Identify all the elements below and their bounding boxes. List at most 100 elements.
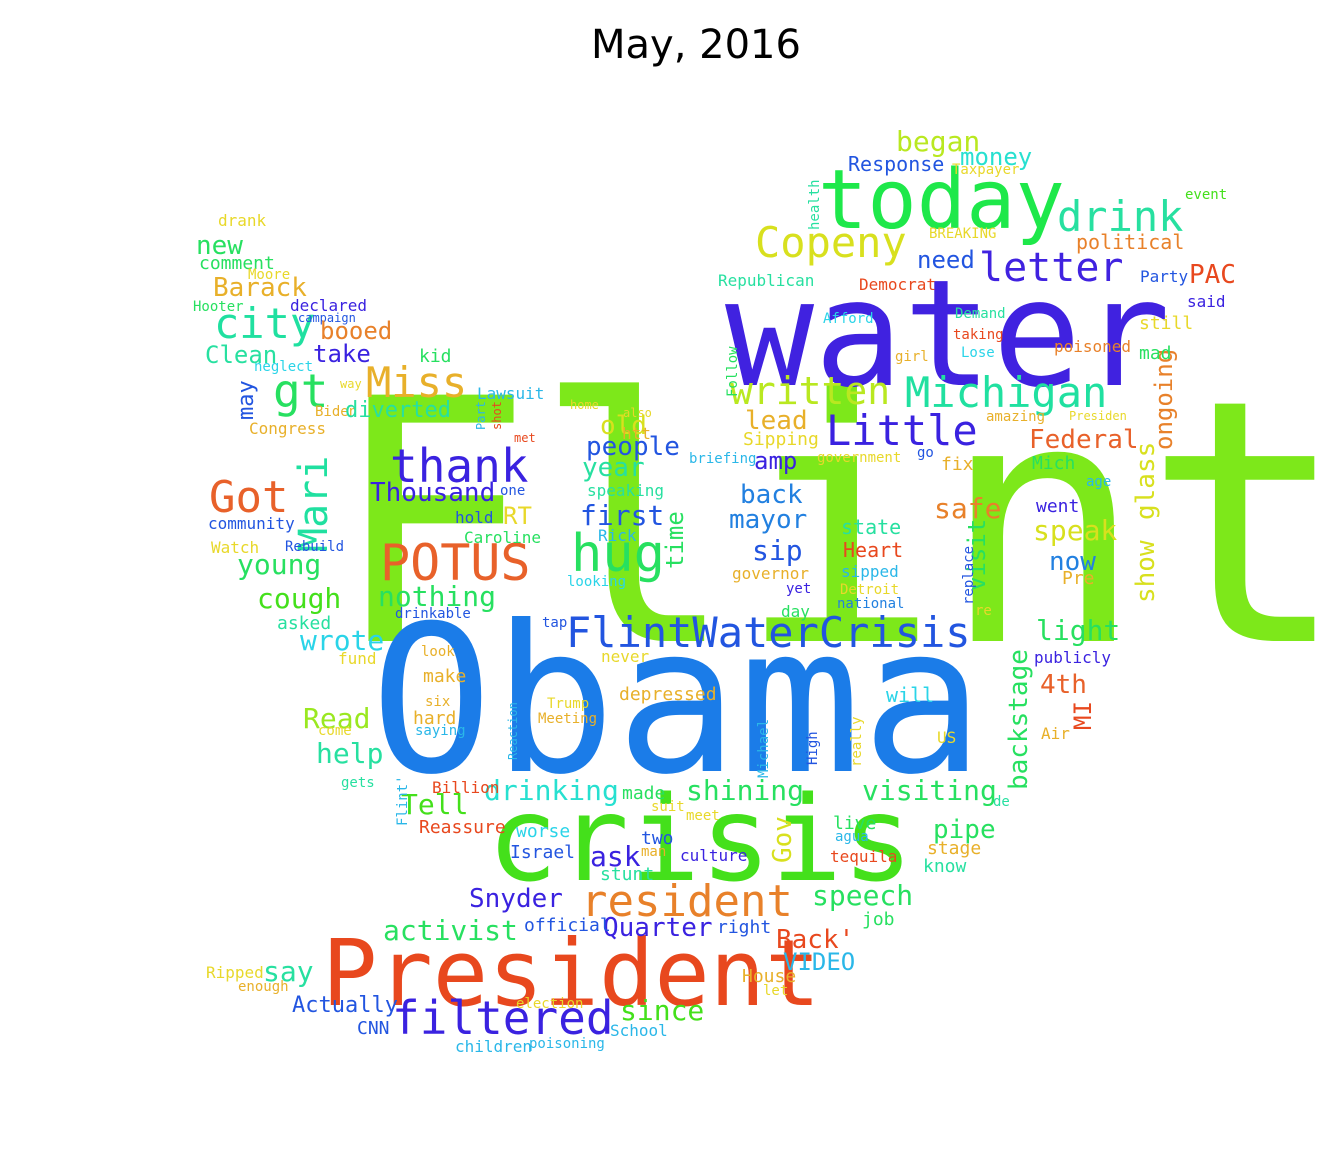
word-barack: Barack	[213, 273, 307, 303]
word-activist: activist	[383, 914, 518, 947]
word-declared: declared	[290, 296, 368, 315]
word-ongoing: ongoing	[1150, 348, 1178, 450]
word-looking: looking	[567, 574, 627, 590]
word-tequila: tequila	[830, 847, 898, 866]
word-national: national	[837, 596, 905, 612]
word-filtered: filtered	[392, 991, 614, 1045]
word-amazing: amazing	[986, 409, 1046, 425]
word-neglect: neglect	[254, 359, 314, 375]
word-let: let	[763, 983, 789, 999]
word-resident: resident	[581, 876, 793, 927]
word-amp: amp	[754, 447, 798, 475]
word-detroit: Detroit	[840, 582, 900, 598]
word-saying: saying	[415, 723, 466, 739]
word-show: show	[1131, 540, 1161, 603]
word-potus: POTUS	[380, 534, 531, 592]
word-home: home	[570, 398, 599, 412]
word-live: live	[833, 813, 877, 834]
word-never: never	[601, 647, 650, 666]
word-comment: comment	[199, 253, 275, 274]
word-make: make	[423, 666, 467, 687]
word-israel: Israel	[510, 842, 576, 863]
word-time: time	[661, 511, 689, 569]
word-meet: meet	[686, 808, 720, 824]
word-year: year	[582, 453, 645, 483]
word-government: government	[817, 450, 902, 466]
word-poisoning: poisoning	[529, 1036, 605, 1052]
word-breaking: BREAKING	[929, 226, 997, 242]
word-suit: suit	[651, 799, 685, 815]
word-speak: speak	[1033, 514, 1118, 547]
word-snyder: Snyder	[469, 884, 563, 914]
word-backstage: backstage	[1004, 649, 1034, 790]
word-replace: replace	[961, 545, 977, 605]
word-official: official	[524, 915, 611, 936]
word-since: since	[620, 994, 705, 1027]
word-lose: Lose	[961, 345, 995, 361]
word-republican: Republican	[718, 271, 815, 290]
word-gov: Gov	[768, 816, 798, 863]
word-flint: Flint'	[395, 775, 411, 826]
word-also: also	[623, 406, 652, 420]
word-video: VIDEO	[783, 948, 856, 976]
word-drinkable: drinkable	[395, 606, 471, 622]
word-hooter: Hooter	[193, 299, 244, 315]
word-thank: thank	[390, 439, 529, 493]
word-governor: governor	[732, 564, 810, 583]
word-back: Back'	[776, 925, 855, 955]
word-diverted: diverted	[345, 398, 451, 423]
word-speech: speech	[812, 879, 914, 912]
word-job: job	[862, 909, 895, 930]
word-worse: worse	[516, 821, 571, 842]
word-two: two	[641, 828, 674, 849]
word-way: way	[340, 377, 362, 391]
word-kid: kid	[419, 346, 452, 367]
word-really: really	[849, 716, 865, 767]
word-response: Response	[848, 152, 945, 176]
word-now: now	[1049, 547, 1096, 577]
word-safe: safe	[934, 492, 1002, 525]
word-cough: cough	[257, 582, 342, 615]
word-rick: Rick	[598, 526, 637, 545]
word-people: people	[586, 432, 680, 462]
word-obama: Obama	[370, 583, 985, 820]
word-depressed: depressed	[619, 684, 717, 705]
word-poisoned: poisoned	[1054, 337, 1132, 356]
word-nothing: nothing	[378, 580, 497, 613]
word-taking: taking	[953, 327, 1004, 343]
word-still: still	[1139, 313, 1194, 334]
word-go: go	[917, 445, 934, 461]
word-rebuild: Rebuild	[285, 539, 345, 555]
word-president: President	[322, 920, 821, 1027]
word-democrat: Democrat	[859, 275, 937, 294]
word-caroline: Caroline	[464, 528, 542, 547]
word-high: High	[805, 731, 821, 765]
word-enough: enough	[238, 979, 289, 995]
word-fix: fix	[941, 454, 974, 475]
word-election: election	[516, 996, 584, 1012]
word-children: children	[455, 1037, 533, 1056]
word-sipping: Sipping	[743, 429, 819, 450]
word-community: community	[208, 514, 295, 533]
word-taxpayer: Taxpayer	[952, 162, 1020, 178]
word-health: health	[807, 179, 823, 230]
word-letter: letter	[979, 245, 1124, 291]
word-man: man	[641, 844, 667, 860]
word-began: began	[896, 125, 981, 158]
word-gt: gt	[273, 364, 329, 418]
word-help: help	[316, 737, 384, 770]
word-speaking: speaking	[587, 481, 665, 500]
word-hug: hug	[571, 524, 665, 584]
word-back: back	[740, 480, 803, 510]
word-4th: 4th	[1040, 670, 1087, 700]
word-reassure: Reassure	[419, 817, 506, 838]
word-thousand: Thousand	[370, 478, 496, 508]
word-said: said	[1187, 292, 1226, 311]
word-first: first	[580, 499, 665, 532]
word-hard: hard	[413, 708, 457, 729]
word-presiden: Presiden	[1069, 409, 1127, 423]
word-mi: MI	[1069, 701, 1097, 730]
word-biden: Biden	[315, 404, 358, 420]
word-young: young	[237, 548, 322, 581]
